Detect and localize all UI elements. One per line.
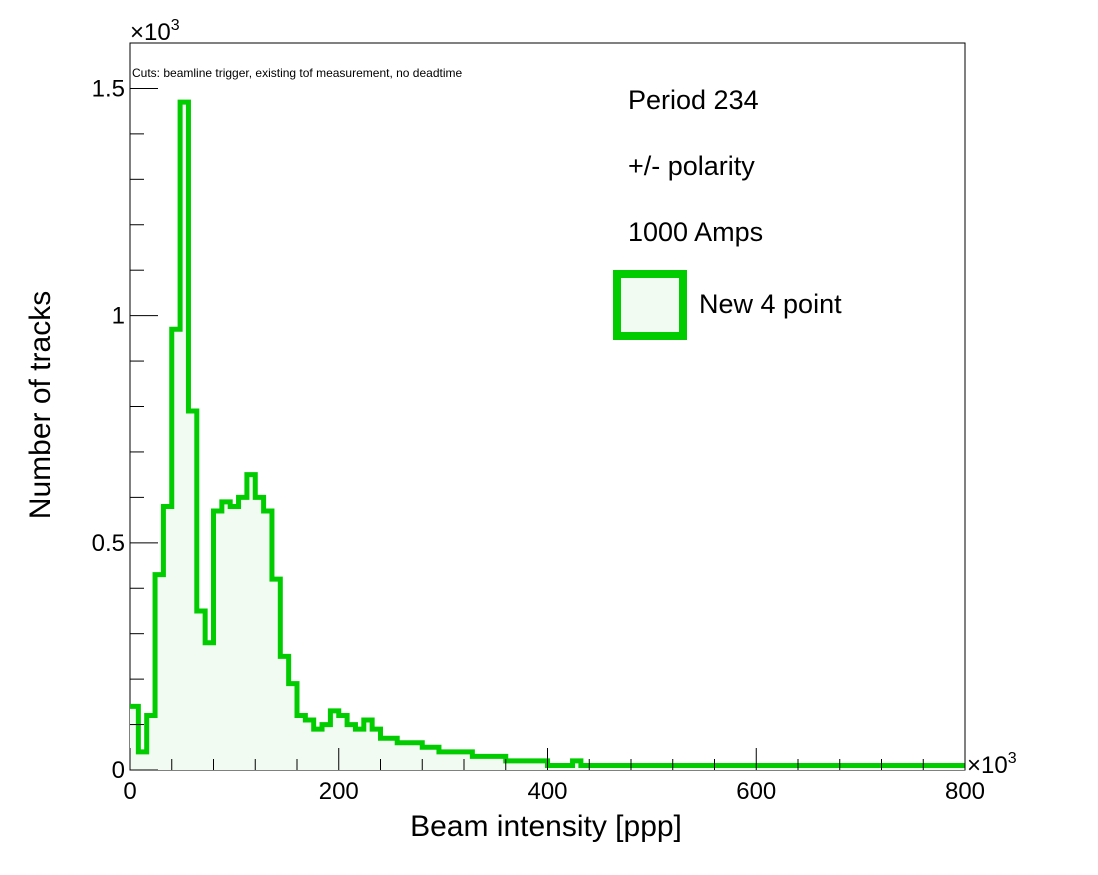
y-axis-label: Number of tracks — [24, 291, 57, 519]
histogram-bin — [239, 497, 247, 770]
x-tick-label: 200 — [319, 778, 359, 805]
x-multiplier-label: ×103 — [967, 750, 1017, 779]
histogram-bin — [222, 502, 230, 770]
histogram-series — [130, 99, 965, 771]
legend-line-current: 1000 Amps — [628, 217, 763, 247]
legend-entry-label: New 4 point — [699, 289, 842, 319]
histogram-bin — [422, 747, 430, 770]
axes: 0 200 400 600 800 0 0.5 1 1.5 — [92, 42, 985, 805]
histogram-fill-0 — [130, 102, 965, 771]
x-tick-label: 0 — [123, 778, 136, 805]
histogram-bin — [205, 643, 213, 770]
histogram-bin — [355, 729, 363, 770]
histogram-bin — [297, 715, 305, 770]
cuts-annotation: Cuts: beamline trigger, existing tof mea… — [132, 66, 462, 80]
x-tick-label: 800 — [945, 778, 985, 805]
histogram-outline-0 — [130, 99, 965, 768]
y-tick-label: 0 — [112, 757, 125, 784]
legend-swatch — [613, 270, 687, 340]
histogram-bin — [230, 506, 238, 770]
histogram-bin — [406, 743, 414, 770]
y-tick-label: 1.5 — [92, 75, 125, 102]
x-tick-label: 600 — [736, 778, 776, 805]
y-tick-label: 1 — [112, 303, 125, 330]
legend-line-polarity: +/- polarity — [628, 151, 755, 181]
x-axis-label: Beam intensity [ppp] — [410, 810, 682, 843]
x-tick-label: 400 — [527, 778, 567, 805]
histogram-bin — [397, 743, 405, 770]
legend: Period 234 +/- polarity 1000 Amps New 4 … — [613, 85, 842, 340]
x-multiplier-exponent: 3 — [1008, 750, 1017, 767]
histogram-bin — [439, 752, 447, 770]
histogram-bin — [247, 475, 255, 770]
histogram-bin — [456, 752, 464, 770]
y-multiplier-exponent: 3 — [171, 17, 180, 34]
histogram-bin — [314, 729, 322, 770]
histogram-bin — [138, 752, 146, 770]
histogram-bin — [255, 497, 263, 770]
legend-line-period: Period 234 — [628, 85, 759, 115]
histogram-bin — [381, 738, 389, 770]
histogram-bin — [447, 752, 455, 770]
y-tick-label: 0.5 — [92, 530, 125, 557]
y-multiplier-label: ×103 — [130, 17, 180, 46]
